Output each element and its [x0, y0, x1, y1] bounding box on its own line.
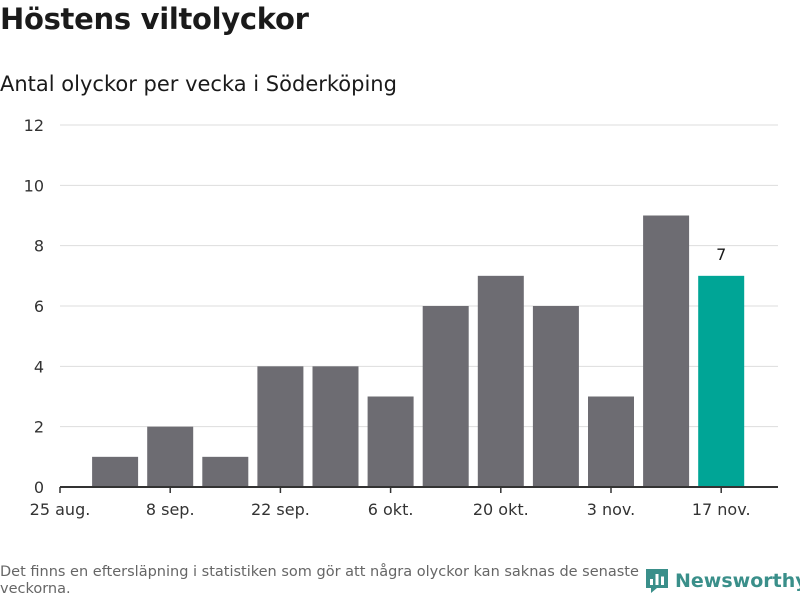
- bar: [588, 396, 634, 487]
- y-tick-label: 4: [34, 357, 44, 376]
- bar: [257, 366, 304, 487]
- footnote: Det finns en eftersläpning i statistiken…: [0, 564, 639, 597]
- x-tick-label: 6 okt.: [368, 500, 414, 519]
- bar: [422, 306, 469, 487]
- bar: [367, 396, 414, 487]
- bar-chart: 0 2 4 6 8 10 12 7 25 aug. 8 sep. 22 sep. 6 okt. 20 o…: [24, 116, 778, 519]
- y-tick-label: 6: [34, 297, 44, 316]
- newsworthy-logo-text: Newsworthy: [675, 570, 800, 592]
- y-tick-label: 10: [24, 176, 44, 195]
- bar: [147, 426, 194, 487]
- x-tick-label: 17 nov.: [692, 500, 751, 519]
- bar-data-label: 7: [716, 245, 726, 264]
- bar: [698, 275, 745, 487]
- newsworthy-logo: Newsworthy: [645, 568, 800, 594]
- bar: [312, 366, 359, 487]
- newsworthy-logo-icon: [646, 569, 668, 593]
- x-tick-label: 3 nov.: [587, 500, 636, 519]
- bar: [643, 215, 690, 487]
- chart-title: Höstens viltolyckor: [0, 2, 309, 36]
- x-tick-label: 20 okt.: [473, 500, 529, 519]
- y-tick-label: 12: [24, 116, 44, 135]
- x-tick-label: 8 sep.: [146, 500, 195, 519]
- bar: [477, 275, 524, 487]
- x-tick-label: 22 sep.: [251, 500, 310, 519]
- y-tick-label: 0: [34, 478, 44, 497]
- bar: [202, 456, 249, 487]
- bar: [92, 456, 139, 487]
- y-tick-label: 2: [34, 418, 44, 437]
- x-tick-label: 25 aug.: [30, 500, 91, 519]
- y-tick-label: 8: [34, 237, 44, 256]
- chart-subtitle: Antal olyckor per vecka i Söderköping: [0, 72, 397, 96]
- bar: [532, 306, 579, 487]
